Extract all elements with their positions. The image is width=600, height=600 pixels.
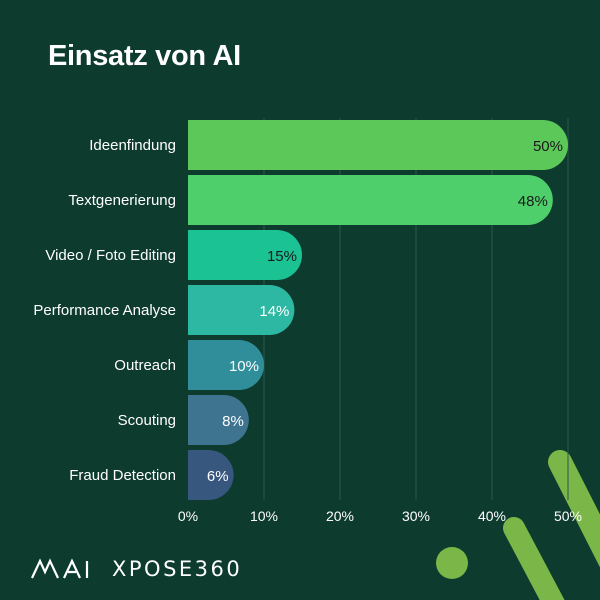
value-label: 10% bbox=[229, 358, 259, 375]
category-label: Performance Analyse bbox=[33, 302, 176, 319]
x-tick-label: 0% bbox=[178, 508, 198, 524]
x-axis-ticks: 0% 10% 20% 30% 40% 50% bbox=[178, 508, 582, 524]
chart-title: Einsatz von AI bbox=[48, 40, 241, 72]
decor-stripe-long bbox=[548, 450, 600, 568]
bar bbox=[188, 450, 234, 500]
category-label: Fraud Detection bbox=[69, 467, 176, 484]
category-labels: Ideenfindung Textgenerierung Video / Foto … bbox=[33, 137, 176, 484]
bar bbox=[188, 285, 295, 335]
x-tick-label: 10% bbox=[250, 508, 278, 524]
category-label: Outreach bbox=[114, 357, 176, 374]
value-label: 6% bbox=[207, 468, 229, 485]
decor-stripe-short bbox=[503, 517, 565, 600]
ai-mark-icon bbox=[31, 558, 89, 579]
decorations bbox=[436, 450, 600, 600]
category-label: Textgenerierung bbox=[68, 192, 176, 209]
bar bbox=[188, 120, 568, 170]
x-tick-label: 40% bbox=[478, 508, 506, 524]
bar bbox=[188, 230, 302, 280]
brand-name: XPOSE360 bbox=[112, 557, 243, 581]
bar bbox=[188, 175, 553, 225]
x-tick-label: 30% bbox=[402, 508, 430, 524]
category-label: Scouting bbox=[118, 412, 176, 429]
value-label: 50% bbox=[533, 138, 563, 155]
decor-circle bbox=[436, 547, 468, 579]
value-label: 8% bbox=[222, 413, 244, 430]
x-tick-label: 50% bbox=[554, 508, 582, 524]
value-label: 15% bbox=[267, 248, 297, 265]
value-label: 14% bbox=[259, 303, 289, 320]
bar bbox=[188, 340, 264, 390]
brand-logo: XPOSE360 bbox=[30, 557, 242, 581]
x-tick-label: 20% bbox=[326, 508, 354, 524]
category-label: Ideenfindung bbox=[89, 137, 176, 154]
value-label: 48% bbox=[518, 193, 548, 210]
value-labels: 50% 48% 15% 14% 10% 8% 6% bbox=[207, 138, 563, 485]
bars bbox=[188, 120, 568, 500]
category-label: Video / Foto Editing bbox=[45, 247, 176, 264]
bar bbox=[188, 394, 249, 445]
